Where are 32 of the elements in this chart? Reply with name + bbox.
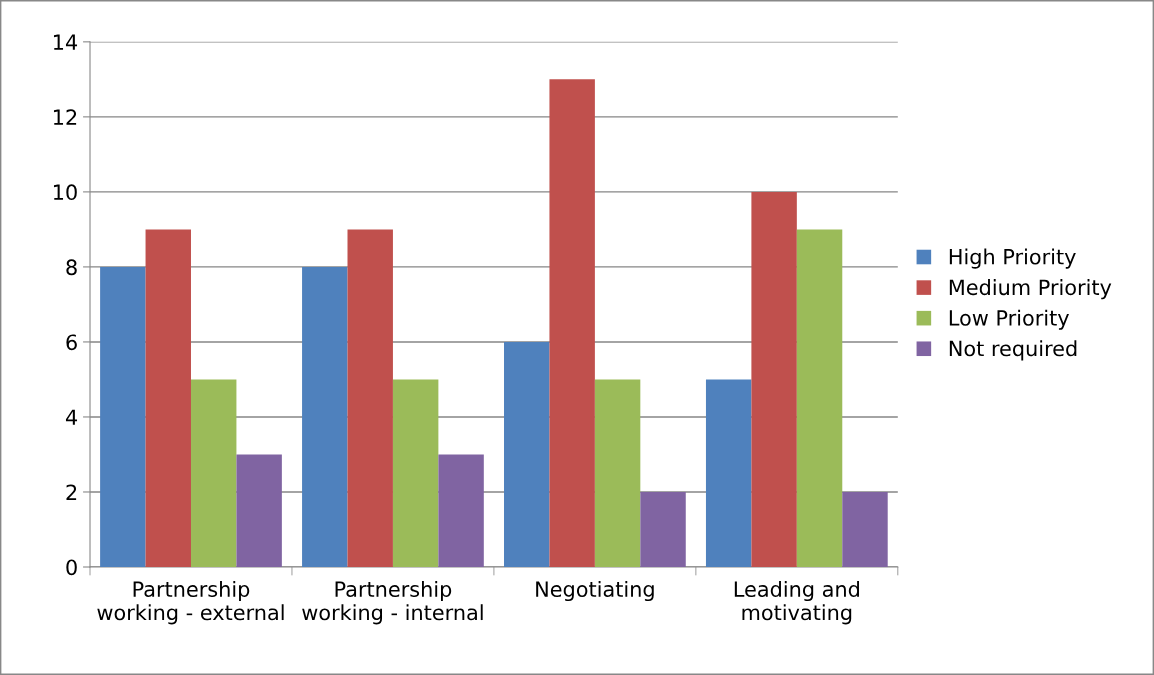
bar [594,379,641,567]
y-tick-label: 12 [53,109,77,125]
x-tick-label: Partnership working - external [97,580,284,625]
y-tick-label: 6 [66,334,77,351]
y-tick-label: 8 [66,259,77,276]
bar [302,266,348,567]
bar [100,266,146,567]
bar [392,379,439,567]
bar [438,454,484,567]
x-tick-label: Partnership working - internal [302,580,483,625]
y-tick-label: 4 [65,409,78,425]
y-tick-label: 0 [66,559,77,576]
bar [145,229,191,567]
legend-label: High Priority [949,248,1076,269]
y-tick-label: 14 [53,34,78,50]
legend-label: Low Priority [949,309,1069,330]
legend-label: Not required [949,340,1077,361]
x-tick-label: Negotiating [536,580,654,602]
legend-label: Medium Priority [949,279,1112,300]
bar [190,379,237,567]
bar [751,191,797,567]
bar [549,79,595,567]
y-tick-label: 10 [53,184,77,201]
y-tick-label: 2 [66,484,77,500]
bar [640,491,686,567]
bar [705,379,752,567]
bar [796,229,843,567]
x-tick-label: Leading and motivating [734,580,859,625]
bar [236,454,282,567]
bar [347,229,393,567]
bar [842,491,888,567]
bar [504,341,550,567]
